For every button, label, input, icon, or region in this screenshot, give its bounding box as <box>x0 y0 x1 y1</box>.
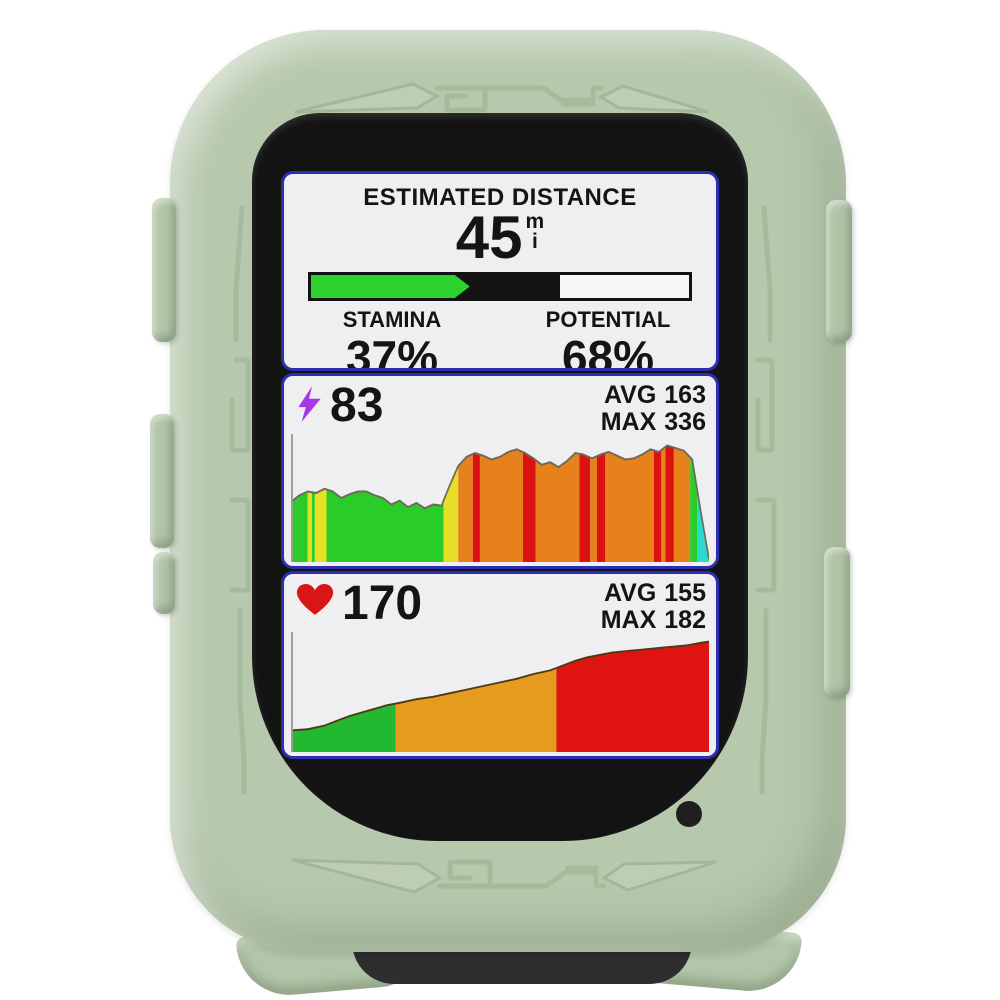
bar-fill-green <box>311 275 470 298</box>
field-heart-rate[interactable]: 170 AVG 155 MAX 182 <box>281 571 719 759</box>
side-button-left-bottom[interactable] <box>153 552 175 614</box>
data-screen: ESTIMATED DISTANCE 45 m i STAMINA POTENT… <box>281 171 719 759</box>
heart-icon <box>296 584 334 621</box>
stamina-progress-bar <box>308 272 692 301</box>
potential-label: POTENTIAL <box>545 307 671 332</box>
distance-unit: m i <box>525 210 545 253</box>
lightning-bolt-icon <box>296 386 322 427</box>
stamina-value: 37% <box>341 333 443 368</box>
power-stats: AVG 163 MAX 336 <box>600 381 706 436</box>
ambient-light-sensor <box>676 801 702 827</box>
field-power[interactable]: 83 AVG 163 MAX 336 <box>281 373 719 569</box>
side-button-right-bottom[interactable] <box>824 547 850 697</box>
power-chart <box>291 434 709 562</box>
field-estimated-distance[interactable]: ESTIMATED DISTANCE 45 m i STAMINA POTENT… <box>281 171 719 371</box>
heart-rate-stats: AVG 155 MAX 182 <box>600 579 706 634</box>
power-value: 83 <box>330 379 384 432</box>
screen-bezel: ESTIMATED DISTANCE 45 m i STAMINA POTENT… <box>252 113 748 841</box>
side-button-left-top[interactable] <box>152 198 176 342</box>
side-button-right-top[interactable] <box>826 200 852 342</box>
stamina-label: STAMINA <box>342 307 442 332</box>
side-button-left-middle[interactable] <box>150 414 174 548</box>
distance-value: 45 <box>455 204 523 271</box>
potential-value: 68% <box>561 331 655 371</box>
heart-rate-value: 170 <box>342 577 423 630</box>
field-title: ESTIMATED DISTANCE <box>363 184 637 211</box>
heart-rate-chart <box>291 632 709 752</box>
